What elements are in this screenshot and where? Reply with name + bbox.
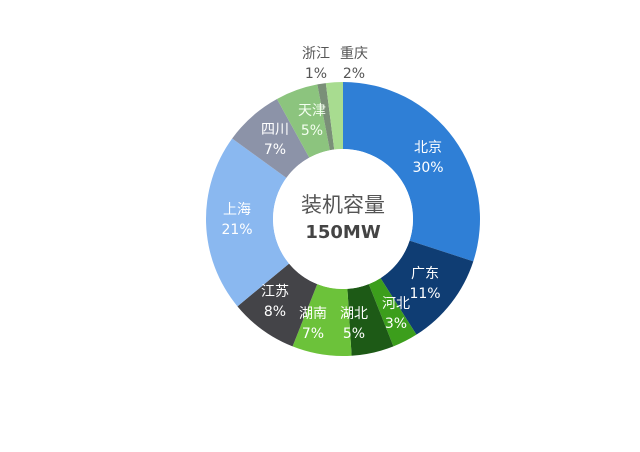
slice-label-5: 江苏 [261, 284, 289, 300]
slice-label-3: 湖北 [340, 306, 368, 322]
slice-value-2: 3% [385, 316, 407, 332]
slice-label-9: 浙江 [302, 46, 330, 62]
slice-value-9: 1% [305, 66, 327, 82]
slice-5 [237, 263, 318, 347]
slice-value-4: 7% [302, 326, 324, 342]
slice-value-5: 8% [264, 304, 286, 320]
slice-4 [292, 284, 352, 356]
slice-value-3: 5% [343, 326, 365, 342]
slice-value-7: 7% [264, 142, 286, 158]
slice-label-10: 重庆 [340, 46, 368, 62]
slice-label-4: 湖南 [299, 306, 327, 322]
slice-value-10: 2% [343, 66, 365, 82]
slice-10 [325, 82, 343, 150]
slice-label-7: 四川 [261, 122, 289, 138]
slice-0 [343, 82, 481, 262]
slice-6 [206, 138, 290, 307]
slice-8 [276, 84, 330, 158]
slice-3 [347, 284, 394, 356]
slice-value-8: 5% [301, 123, 323, 139]
slice-label-6: 上海 [223, 202, 251, 218]
slice-label-0: 北京 [414, 140, 442, 156]
slice-9 [317, 83, 335, 151]
slice-label-2: 河北 [382, 296, 410, 312]
slice-value-1: 11% [409, 286, 440, 302]
donut-hole [273, 149, 413, 289]
slice-1 [380, 240, 474, 335]
center-title: 装机容量 [301, 193, 385, 217]
slice-7 [232, 98, 310, 178]
slice-value-6: 21% [221, 222, 252, 238]
slice-2 [368, 278, 417, 347]
center-value: 150MW [305, 222, 380, 243]
slice-label-1: 广东 [411, 266, 439, 282]
slice-label-8: 天津 [298, 103, 326, 119]
slice-value-0: 30% [412, 160, 443, 176]
